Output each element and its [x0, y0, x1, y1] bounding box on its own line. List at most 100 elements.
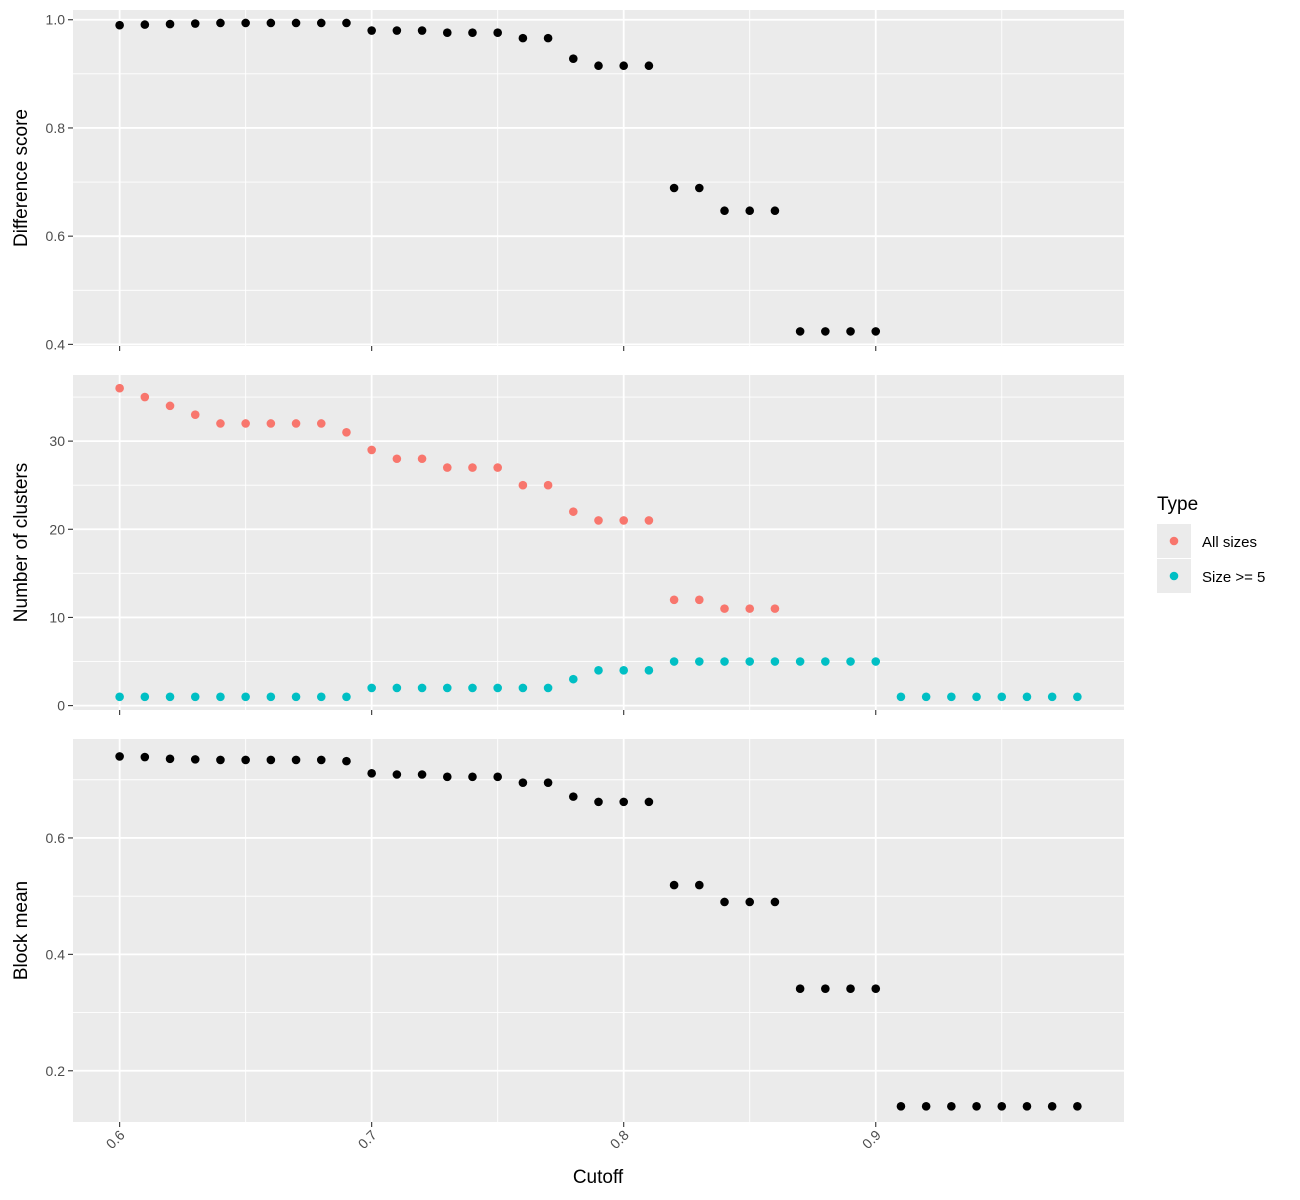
data-point-series: [140, 752, 150, 762]
data-point-all-sizes: [619, 516, 629, 525]
data-point-series: [291, 18, 301, 28]
legend-key-size-5: [1169, 571, 1179, 581]
data-point-size-5: [266, 692, 276, 702]
data-point-series: [216, 755, 225, 765]
data-point-size-5: [821, 657, 830, 666]
data-point-series: [316, 755, 326, 765]
y-tick-label: 1.0: [46, 12, 66, 28]
data-point-size-5: [1022, 692, 1032, 702]
data-point-series: [568, 54, 578, 63]
data-point-series: [770, 897, 780, 907]
data-point-series: [190, 19, 200, 28]
data-point-all-sizes: [165, 401, 175, 411]
data-point-series: [543, 778, 553, 787]
x-axis-title: Cutoff: [573, 1167, 624, 1188]
panel-background: [73, 10, 1124, 346]
y-tick-label: 10: [49, 609, 65, 625]
data-point-series: [468, 772, 477, 782]
data-point-size-5: [468, 683, 477, 693]
data-point-series: [795, 984, 805, 994]
data-point-series: [972, 1101, 981, 1111]
data-point-series: [1073, 1101, 1082, 1111]
data-point-series: [594, 61, 603, 71]
data-point-size-5: [619, 666, 629, 675]
data-point-series: [241, 755, 250, 765]
data-point-series: [342, 18, 351, 28]
legend-label-all-sizes: All sizes: [1202, 534, 1257, 551]
data-point-series: [795, 327, 805, 336]
data-point-size-5: [291, 692, 301, 702]
y-axis-title: Block mean: [11, 881, 32, 980]
y-axis-title: Difference score: [11, 109, 32, 247]
data-point-series: [846, 984, 855, 994]
data-point-size-5: [417, 683, 427, 693]
y-tick-label: 0.8: [46, 120, 66, 136]
data-point-series: [846, 327, 855, 336]
data-point-size-5: [795, 657, 805, 666]
panels-layer: 0.4 0.6 0.8 1.0 Difference score 0 10 20 30 Numbe…: [11, 10, 1124, 1152]
data-point-size-5: [896, 692, 906, 702]
data-point-size-5: [846, 657, 855, 666]
data-point-all-sizes: [367, 445, 376, 455]
data-point-series: [468, 28, 477, 38]
data-point-series: [165, 754, 175, 764]
y-axis-title: Number of clusters: [11, 463, 32, 622]
legend: Type All sizes Size >= 5: [1157, 494, 1265, 593]
legend-title: Type: [1157, 494, 1198, 515]
data-point-series: [493, 28, 502, 38]
data-point-series: [871, 984, 881, 994]
data-point-all-sizes: [543, 480, 553, 490]
data-point-series: [417, 770, 427, 779]
data-point-size-5: [568, 674, 578, 684]
data-point-series: [568, 792, 578, 801]
data-point-size-5: [695, 657, 704, 666]
data-point-all-sizes: [493, 463, 502, 472]
x-tick-label: 0.8: [607, 1127, 632, 1152]
data-point-size-5: [392, 683, 402, 693]
data-point-series: [518, 778, 528, 787]
data-point-size-5: [543, 683, 553, 693]
data-point-series: [518, 33, 528, 43]
data-point-all-sizes: [468, 463, 477, 472]
data-point-series: [442, 28, 452, 38]
data-point-all-sizes: [720, 604, 729, 613]
data-point-size-5: [997, 692, 1007, 702]
data-point-all-sizes: [316, 419, 326, 428]
data-point-series: [644, 61, 654, 71]
data-point-all-sizes: [644, 516, 654, 525]
data-point-series: [720, 897, 729, 907]
data-point-all-sizes: [241, 419, 250, 428]
data-point-all-sizes: [745, 604, 755, 613]
data-point-series: [543, 33, 553, 43]
data-point-size-5: [644, 666, 654, 675]
data-point-all-sizes: [518, 480, 528, 490]
data-point-all-sizes: [594, 516, 603, 525]
data-point-all-sizes: [140, 392, 150, 402]
data-point-series: [392, 26, 402, 35]
data-point-all-sizes: [216, 419, 225, 428]
data-point-size-5: [316, 692, 326, 702]
data-point-size-5: [216, 692, 225, 702]
y-tick-label: 20: [49, 521, 65, 537]
panel-3: 0.2 0.4 0.6 Block mean: [11, 739, 1124, 1127]
y-tick-label: 0.2: [46, 1063, 66, 1079]
data-point-series: [921, 1101, 931, 1111]
data-point-series: [442, 772, 452, 782]
data-point-size-5: [745, 657, 755, 666]
data-point-series: [115, 20, 124, 30]
data-point-size-5: [140, 692, 150, 702]
data-point-size-5: [972, 692, 981, 702]
data-point-size-5: [342, 692, 351, 702]
y-tick-label: 0.6: [46, 830, 66, 846]
data-point-series: [669, 880, 679, 890]
data-point-all-sizes: [115, 383, 124, 393]
data-point-series: [745, 897, 755, 907]
data-point-size-5: [1047, 692, 1057, 702]
data-point-series: [997, 1101, 1007, 1111]
data-point-series: [821, 327, 830, 336]
data-point-all-sizes: [669, 595, 679, 605]
y-tick-label: 30: [49, 433, 65, 449]
x-tick-label: 0.7: [355, 1127, 380, 1152]
x-tick-label: 0.9: [859, 1127, 884, 1152]
data-point-series: [745, 206, 755, 216]
